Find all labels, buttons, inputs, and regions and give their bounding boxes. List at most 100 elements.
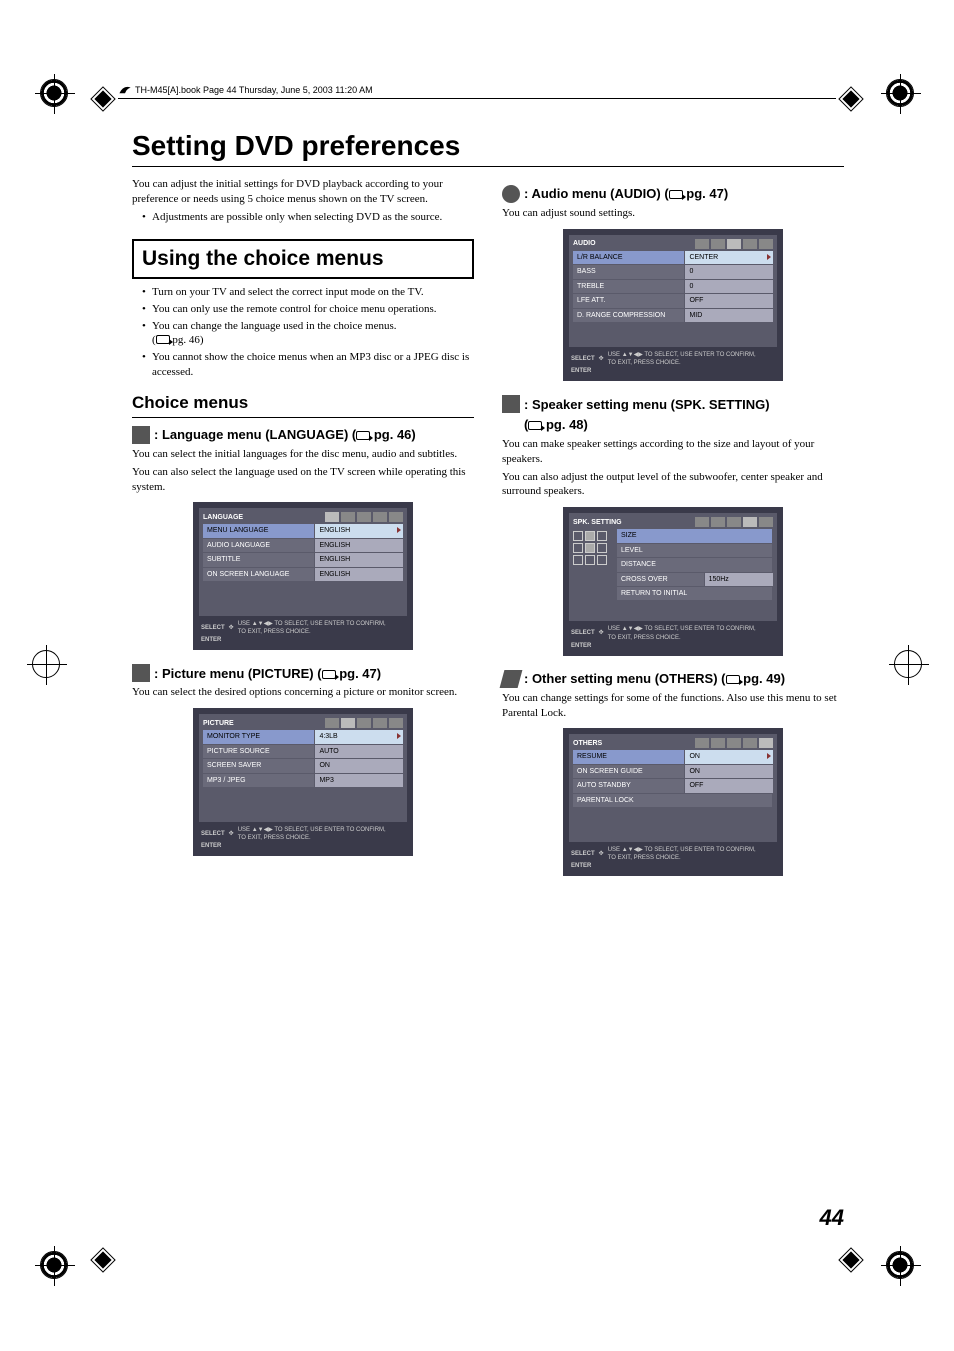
osd-tab-icon (695, 517, 709, 527)
osd-tab-icon (325, 718, 339, 728)
osd-label: MONITOR TYPE (203, 730, 314, 743)
page-ref-text: pg. 46) (172, 334, 203, 346)
crop-mark-icon (32, 650, 60, 678)
heading-rule (132, 417, 474, 418)
heading-text: : Audio menu (AUDIO) ( (524, 186, 669, 201)
osd-title: SPK. SETTING (573, 518, 622, 527)
osd-picture: PICTURE MONITOR TYPE4:3LB PICTURE SOURCE… (193, 708, 413, 856)
intro-bullet: Adjustments are possible only when selec… (142, 210, 474, 225)
osd-tab-icon (389, 718, 403, 728)
osd-tab-icon (743, 738, 757, 748)
osd-value: ON (685, 750, 773, 763)
osd-foot-select: SELECT (571, 629, 595, 637)
osd-tab-icon (711, 517, 725, 527)
crop-diamond-icon (838, 1247, 863, 1272)
osd-value: MP3 (315, 774, 403, 787)
osd-label: AUTO STANDBY (573, 779, 684, 792)
osd-foot-enter: ENTER (571, 367, 591, 375)
osd-audio: AUDIO L/R BALANCECENTER BASS0 TREBLE0 LF… (563, 229, 783, 381)
osd-label: CROSS OVER (617, 573, 704, 586)
page-ref-icon (322, 670, 336, 679)
osd-label: ON SCREEN LANGUAGE (203, 568, 314, 581)
speaker-icon (502, 395, 520, 413)
language-desc: You can also select the language used on… (132, 465, 474, 495)
osd-language: LANGUAGE MENU LANGUAGEENGLISH AUDIO LANG… (193, 502, 413, 650)
osd-title: OTHERS (573, 739, 602, 748)
page-ref-text: pg. 47) (339, 666, 381, 681)
osd-value: 4:3LB (315, 730, 403, 743)
osd-title: AUDIO (573, 239, 596, 248)
crop-diamond-icon (838, 86, 863, 111)
page-number: 44 (820, 1205, 844, 1231)
osd-tab-icon (727, 239, 741, 249)
osd-tab-icon (759, 517, 773, 527)
osd-label: AUDIO LANGUAGE (203, 539, 314, 552)
crop-mark-icon (40, 79, 68, 107)
osd-foot-select: SELECT (201, 830, 225, 838)
header-rule (118, 98, 836, 99)
osd-value: MID (685, 309, 773, 322)
osd-tab-icon (743, 239, 757, 249)
page-ref-icon (528, 421, 542, 430)
picture-menu-heading: : Picture menu (PICTURE) ( pg. 47) (132, 664, 474, 682)
osd-value: ENGLISH (315, 568, 403, 581)
osd-foot-select: SELECT (571, 850, 595, 858)
osd-foot-enter: ENTER (201, 636, 221, 644)
language-icon (132, 426, 150, 444)
page-ref-icon (156, 335, 170, 344)
osd-label: L/R BALANCE (573, 251, 684, 264)
crop-mark-icon (886, 79, 914, 107)
osd-label: ON SCREEN GUIDE (573, 765, 684, 778)
osd-tab-icon (743, 517, 757, 527)
audio-menu-heading: : Audio menu (AUDIO) ( pg. 47) (502, 185, 844, 203)
osd-label: MP3 / JPEG (203, 774, 314, 787)
osd-foot-enter: ENTER (201, 842, 221, 850)
page-ref-text: pg. 49) (743, 671, 785, 686)
osd-hint: USE ▲▼◀▶ TO SELECT, USE ENTER TO CONFIRM… (238, 620, 386, 628)
osd-tab-icon (695, 738, 709, 748)
osd-hint: USE ▲▼◀▶ TO SELECT, USE ENTER TO CONFIRM… (608, 846, 756, 854)
osd-value: ENGLISH (315, 539, 403, 552)
osd-value: ENGLISH (315, 553, 403, 566)
osd-value: CENTER (685, 251, 773, 264)
osd-label: MENU LANGUAGE (203, 524, 314, 537)
using-bullet-text: You can change the language used in the … (152, 320, 396, 332)
osd-value: AUTO (315, 745, 403, 758)
osd-tab-icon (357, 512, 371, 522)
osd-label: TREBLE (573, 280, 684, 293)
using-bullet: You can change the language used in the … (142, 319, 474, 349)
header-book-ref: TH-M45[A].book Page 44 Thursday, June 5,… (135, 85, 373, 95)
title-rule (132, 166, 844, 167)
osd-hint: TO EXIT, PRESS CHOICE. (608, 359, 756, 367)
right-column: : Audio menu (AUDIO) ( pg. 47) You can a… (502, 177, 844, 890)
speaker-layout-icon (573, 529, 613, 601)
osd-value: ENGLISH (315, 524, 403, 537)
osd-value: ON (315, 759, 403, 772)
heading-text: : Picture menu (PICTURE) ( (154, 666, 322, 681)
osd-label: SCREEN SAVER (203, 759, 314, 772)
osd-tab-icon (759, 239, 773, 249)
osd-title: PICTURE (203, 719, 234, 728)
osd-foot-select: SELECT (201, 624, 225, 632)
left-column: You can adjust the initial settings for … (132, 177, 474, 890)
others-icon (500, 670, 523, 688)
osd-foot-enter: ENTER (571, 642, 591, 650)
osd-value: OFF (685, 779, 773, 792)
osd-value: 0 (685, 265, 773, 278)
osd-hint: USE ▲▼◀▶ TO SELECT, USE ENTER TO CONFIRM… (238, 826, 386, 834)
osd-value: 150Hz (705, 573, 773, 586)
osd-value: OFF (685, 294, 773, 307)
osd-label: PICTURE SOURCE (203, 745, 314, 758)
page-ref-text: pg. 47) (686, 186, 728, 201)
page-ref-icon (726, 675, 740, 684)
using-bullet: You cannot show the choice menus when an… (142, 350, 474, 380)
osd-value: ON (685, 765, 773, 778)
osd-label: SIZE (617, 529, 772, 542)
picture-icon (132, 664, 150, 682)
osd-tab-icon (325, 512, 339, 522)
heading-text: : Other setting menu (OTHERS) ( (524, 671, 726, 686)
osd-value: 0 (685, 280, 773, 293)
osd-tab-icon (341, 512, 355, 522)
heading-text: : Language menu (LANGUAGE) ( (154, 427, 356, 442)
osd-foot-enter: ENTER (571, 862, 591, 870)
